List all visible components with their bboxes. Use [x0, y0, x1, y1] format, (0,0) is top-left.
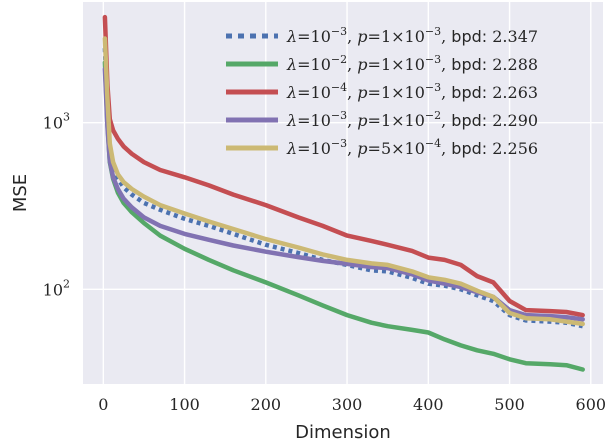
legend-text-part: × [391, 83, 404, 102]
legend-text-part: = [368, 27, 381, 46]
legend-text-part: , [347, 139, 357, 158]
legend-text-part: bpd: [451, 111, 492, 130]
legend-text-part: 10 [405, 27, 425, 46]
legend-text-part: −3 [425, 81, 441, 94]
x-tick-label: 300 [332, 395, 363, 414]
series-line-5 [102, 36, 585, 327]
legend-text-part: −3 [331, 25, 347, 38]
legend-text-part: 2.256 [492, 139, 538, 158]
legend-text-part: 10 [405, 111, 425, 130]
legend-text-part: , [441, 139, 451, 158]
legend-text-part: = [297, 55, 310, 74]
legend-text-part: × [391, 139, 404, 158]
x-tick-label: 0 [98, 395, 108, 414]
legend-label-5: λ=10−3, p=5×10−4, bpd: 2.256 [286, 137, 538, 158]
legend-text-part: , [347, 55, 357, 74]
legend-text-part: , [441, 111, 451, 130]
legend-text-part: λ [286, 139, 297, 158]
legend-text-part: = [368, 139, 381, 158]
legend-text-part: 2.290 [492, 111, 538, 130]
legend-text-part: 10 [405, 55, 425, 74]
legend-text-part: λ [286, 55, 297, 74]
legend-text-part: λ [286, 27, 297, 46]
legend-text-part: = [368, 55, 381, 74]
legend-text-part: p [357, 111, 367, 130]
series-lines [102, 14, 585, 372]
legend-text-part: = [297, 27, 310, 46]
legend-text-part: 1 [381, 55, 391, 74]
legend-text-part: × [391, 55, 404, 74]
legend-text-part: −3 [425, 25, 441, 38]
legend-text-part: 2.288 [492, 55, 538, 74]
y-tick-base: 10 [43, 114, 63, 133]
legend-label-1: λ=10−3, p=1×10−3, bpd: 2.347 [286, 25, 538, 46]
legend-text-part: 2.263 [492, 83, 538, 102]
legend-text-part: , [441, 83, 451, 102]
legend-text-part: −4 [425, 137, 441, 150]
x-tick-label: 600 [576, 395, 606, 414]
legend-text-part: bpd: [451, 139, 492, 158]
legend-label-4: λ=10−3, p=1×10−2, bpd: 2.290 [286, 109, 538, 130]
legend-text-part: −3 [425, 53, 441, 66]
legend-text-part: bpd: [451, 83, 492, 102]
legend-text-part: 1 [381, 83, 391, 102]
legend-text-part: 10 [405, 83, 425, 102]
y-tick-label: 103 [43, 111, 70, 133]
y-tick-exponent: 3 [63, 111, 70, 124]
y-tick-base: 10 [43, 280, 63, 299]
y-axis-title: MSE [10, 174, 31, 212]
legend-text-part: 1 [381, 111, 391, 130]
legend-text-part: p [357, 139, 367, 158]
x-tick-label: 500 [494, 395, 525, 414]
y-tick-label: 102 [43, 277, 70, 299]
legend-text-part: = [368, 111, 381, 130]
legend-text-part: −3 [331, 109, 347, 122]
legend-text-part: −2 [425, 109, 441, 122]
x-tick-label: 200 [251, 395, 282, 414]
legend-text-part: 5 [381, 139, 391, 158]
legend-text-part: −2 [331, 53, 347, 66]
legend-text-part: λ [286, 83, 297, 102]
legend-text-part: p [357, 83, 367, 102]
legend-text-part: = [368, 83, 381, 102]
legend-text-part: 1 [381, 27, 391, 46]
legend-text-part: = [297, 111, 310, 130]
y-tick-exponent: 2 [63, 277, 70, 290]
legend-text-part: 10 [311, 55, 331, 74]
x-axis-ticks: 0 100 200 300 400 500 600 [98, 395, 606, 414]
legend-text-part: , [347, 83, 357, 102]
legend-text-part: 10 [311, 111, 331, 130]
legend-text-part: p [357, 27, 367, 46]
legend-text-part: , [347, 27, 357, 46]
legend-text-part: p [357, 55, 367, 74]
x-axis-title: Dimension [295, 422, 391, 443]
legend-text-part: × [391, 111, 404, 130]
legend-text-part: −3 [331, 137, 347, 150]
plot-area [83, 2, 603, 384]
legend-label-2: λ=10−2, p=1×10−3, bpd: 2.288 [286, 53, 538, 74]
legend-text-part: = [297, 139, 310, 158]
legend-text-part: , [347, 111, 357, 130]
legend-text-part: = [297, 83, 310, 102]
legend-text-part: 10 [405, 139, 425, 158]
legend-text-part: bpd: [451, 55, 492, 74]
legend-text-part: , [441, 27, 451, 46]
legend-text-part: 10 [311, 27, 331, 46]
legend-text-part: λ [286, 111, 297, 130]
x-tick-label: 100 [169, 395, 200, 414]
legend-text-part: 2.347 [492, 27, 538, 46]
legend-text-part: 10 [311, 83, 331, 102]
x-tick-label: 400 [413, 395, 444, 414]
legend-text-part: −4 [331, 81, 347, 94]
legend-label-3: λ=10−4, p=1×10−3, bpd: 2.263 [286, 81, 538, 102]
legend-text-part: bpd: [451, 27, 492, 46]
legend-text-part: × [391, 27, 404, 46]
legend-text-part: 10 [311, 139, 331, 158]
legend-text-part: , [441, 55, 451, 74]
series-line-3 [102, 14, 585, 318]
